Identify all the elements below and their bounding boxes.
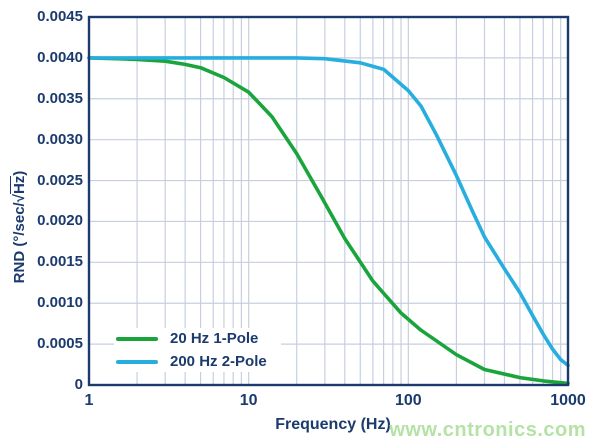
legend-swatch-0 bbox=[116, 336, 158, 341]
legend-item-0: 20 Hz 1-Pole bbox=[116, 329, 267, 348]
y-tick-label: 0.0045 bbox=[37, 8, 83, 25]
legend-label-0: 20 Hz 1-Pole bbox=[170, 330, 259, 347]
x-tick-label: 10 bbox=[239, 392, 258, 409]
y-tick-label: 0.0040 bbox=[37, 48, 83, 66]
series-curve-1 bbox=[87, 56, 570, 368]
legend-label-1: 200 Hz 2-Pole bbox=[170, 353, 267, 370]
plot-border bbox=[87, 15, 570, 387]
legend-item-1: 200 Hz 2-Pole bbox=[116, 352, 267, 371]
y-tick-label: 0.0005 bbox=[37, 335, 83, 353]
x-tick-label: 1000 bbox=[550, 392, 586, 409]
legend: 20 Hz 1-Pole 200 Hz 2-Pole bbox=[114, 328, 281, 372]
y-tick-label: 0 bbox=[74, 376, 83, 393]
y-tick-label: 0.0030 bbox=[37, 130, 83, 148]
y-tick-label: 0.0025 bbox=[37, 171, 83, 189]
x-axis-title: Frequency (Hz) bbox=[275, 416, 391, 433]
x-tick-label: 1 bbox=[84, 392, 94, 409]
x-tick-label: 100 bbox=[394, 392, 422, 409]
series-curve-0 bbox=[87, 56, 570, 386]
y-tick-label: 0.0035 bbox=[37, 89, 83, 107]
y-tick-label: 0.0015 bbox=[37, 253, 83, 271]
y-tick-label: 0.0020 bbox=[37, 212, 83, 230]
legend-swatch-1 bbox=[116, 359, 158, 364]
y-tick-label: 0.0010 bbox=[37, 294, 83, 312]
watermark: www.cntronics.com bbox=[389, 419, 586, 441]
